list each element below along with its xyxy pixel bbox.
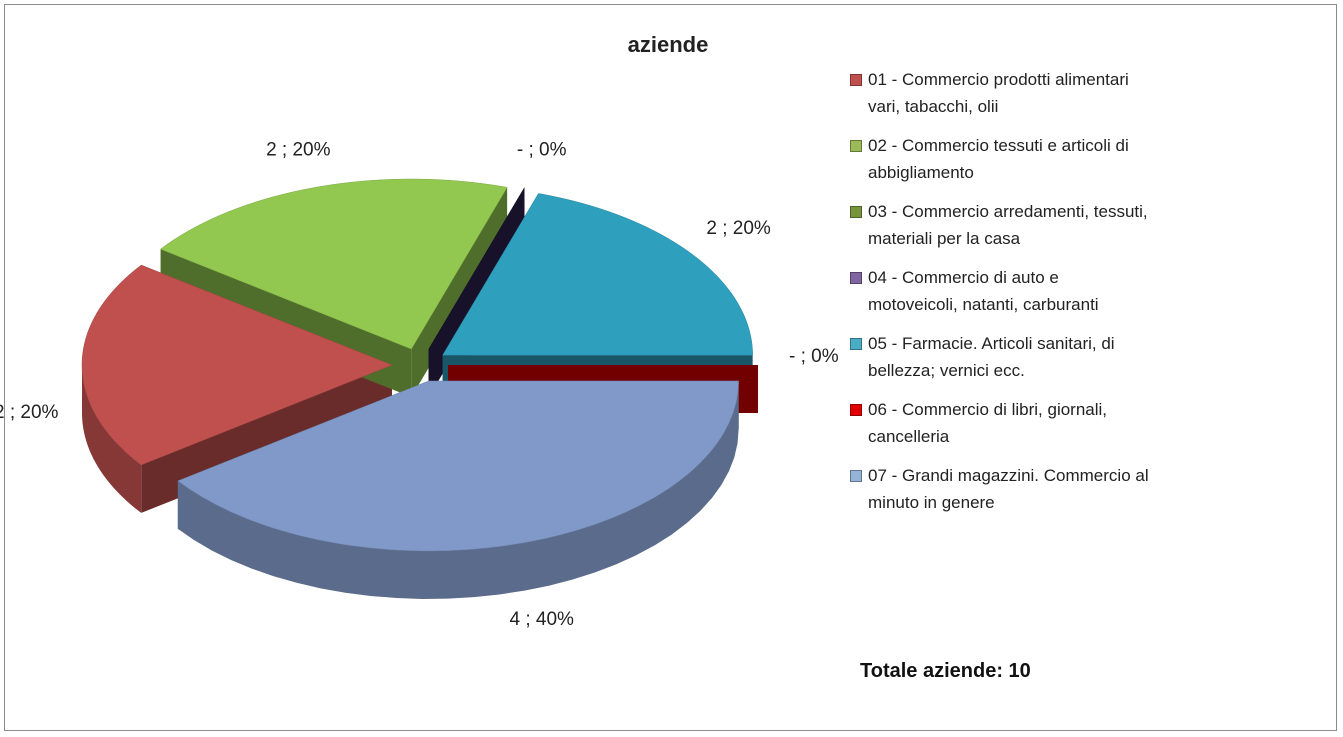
legend-label: 02 - Commercio tessuti e articoli di abb… [868,136,1129,182]
legend-label: 07 - Grandi magazzini. Commercio al minu… [868,466,1149,512]
slice [442,193,753,356]
legend-swatch [850,74,862,86]
legend-swatch [850,206,862,218]
data-label: 2 ; 20% [706,218,771,239]
slice [160,178,508,350]
total-note: Totale aziende: 10 [860,660,1031,682]
legend-item: 02 - Commercio tessuti e articoli di abb… [850,132,1150,186]
legend-item: 07 - Grandi magazzini. Commercio al minu… [850,462,1150,516]
legend-item: 06 - Commercio di libri, giornali, cance… [850,396,1150,450]
legend-item: 04 - Commercio di auto e motoveicoli, na… [850,264,1150,318]
legend-swatch [850,404,862,416]
slice-side [82,365,142,513]
legend-label: 04 - Commercio di auto e motoveicoli, na… [868,268,1099,314]
slice-side [177,380,739,599]
data-label: 2 ; 20% [266,139,331,160]
legend-label: 06 - Commercio di libri, giornali, cance… [868,400,1108,446]
legend-swatch [850,272,862,284]
data-label: - ; 0% [517,139,567,160]
legend-swatch [850,470,862,482]
chart-frame [4,4,1337,731]
data-label: - ; 0% [789,346,839,367]
slice [81,264,393,466]
chart-title: aziende [628,32,709,57]
legend-label: 01 - Commercio prodotti alimentari vari,… [868,70,1129,116]
legend-label: 03 - Commercio arredamenti, tessuti, mat… [868,202,1148,248]
legend-swatch [850,140,862,152]
legend-label: 05 - Farmacie. Articoli sanitari, di bel… [868,334,1115,380]
data-label: 2 ; 20% [0,402,59,423]
legend: 01 - Commercio prodotti alimentari vari,… [850,66,1150,528]
legend-swatch [850,338,862,350]
slice [177,380,739,552]
data-label: 4 ; 40% [509,609,574,630]
legend-item: 05 - Farmacie. Articoli sanitari, di bel… [850,330,1150,384]
legend-item: 03 - Commercio arredamenti, tessuti, mat… [850,198,1150,252]
legend-item: 01 - Commercio prodotti alimentari vari,… [850,66,1150,120]
